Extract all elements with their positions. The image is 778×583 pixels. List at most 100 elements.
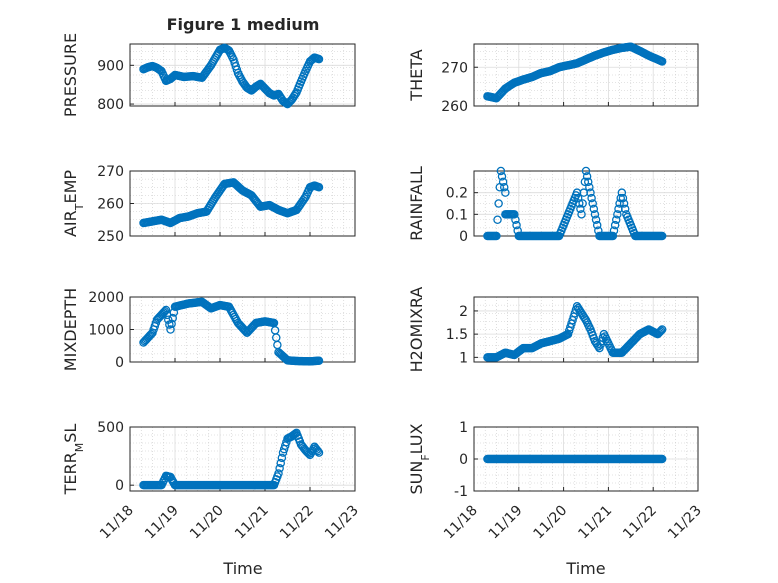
x-tick-label: 11/22 — [620, 503, 660, 543]
y-tick-label-air-temp: 270 — [97, 164, 124, 180]
data-point — [573, 193, 583, 203]
panel-rainfall: 0 0.1 0.2 RAINFALL — [407, 166, 699, 245]
data-point — [655, 327, 665, 337]
data-point — [314, 182, 324, 192]
data-point — [610, 220, 620, 230]
axes-frame-pressure — [129, 43, 356, 107]
y-axis-label-air-temp: AIRTEMP — [61, 170, 86, 237]
y-axis-label-theta: THETA — [407, 49, 426, 101]
y-axis-label-h2omixra: H2OMIXRA — [407, 287, 426, 373]
data-point — [275, 464, 284, 473]
data-point — [493, 215, 502, 224]
y-tick-label-h2omixra: 1.5 — [446, 327, 468, 343]
x-tick-label: 11/23 — [665, 503, 705, 543]
y-tick-label-terr-msl: 0 — [115, 478, 124, 494]
data-point — [582, 172, 592, 181]
data-point — [314, 356, 324, 365]
panel-h2omixra: 1 1.5 2 H2OMIXRA — [407, 287, 699, 373]
y-tick-label-mixdepth: 0 — [115, 355, 124, 371]
data-point — [589, 204, 599, 214]
x-tick-label: 11/21 — [232, 503, 272, 543]
data-point — [276, 458, 285, 468]
data-point — [168, 313, 177, 323]
y-tick-label-terr-msl: 500 — [97, 420, 124, 436]
data-point — [497, 172, 507, 181]
data-point — [583, 177, 593, 187]
data-point — [618, 193, 628, 203]
y-tick-label-h2omixra: 1 — [459, 350, 468, 366]
data-point — [291, 89, 300, 99]
data-point — [314, 54, 324, 64]
y-tick-label-rainfall: 0 — [459, 229, 468, 245]
figure-title: Figure 1 medium — [167, 15, 320, 34]
data-point — [147, 329, 156, 339]
series-sun-flux — [483, 454, 667, 464]
panel-air-temp: 250 260 270 AIRTEMP — [61, 164, 356, 245]
data-point — [578, 199, 587, 208]
x-tick-label: 11/19 — [142, 503, 182, 543]
data-point — [313, 446, 323, 456]
series-rainfall — [483, 166, 667, 241]
x-tick-label: 11/18 — [97, 503, 137, 543]
y-tick-label-theta: 270 — [441, 60, 468, 76]
data-point — [277, 453, 287, 463]
x-tick-label: 11/19 — [486, 503, 526, 543]
data-point — [494, 199, 503, 208]
data-point — [591, 215, 601, 224]
data-point — [608, 231, 618, 241]
data-point — [585, 182, 594, 192]
data-point — [300, 194, 309, 203]
axes-frame-terr-msl — [129, 426, 356, 492]
x-tick-label: 11/20 — [531, 503, 571, 543]
axes-frame-h2omixra — [473, 296, 699, 363]
data-point — [590, 210, 600, 219]
series-terr-msl — [139, 428, 324, 490]
data-point — [620, 204, 630, 214]
data-point — [657, 454, 667, 464]
y-tick-label-mixdepth: 1000 — [88, 323, 124, 339]
data-point — [576, 204, 585, 214]
panel-pressure: 800 900 PRESSURE — [61, 33, 356, 117]
panel-mixdepth: 0 1000 2000 MIXDEPTH — [61, 288, 356, 371]
panel-theta: 260 270 THETA — [407, 42, 699, 115]
y-tick-label-h2omixra: 2 — [459, 304, 468, 320]
data-point — [657, 231, 667, 241]
y-tick-label-rainfall: 0.1 — [446, 207, 468, 223]
y-tick-label-air-temp: 250 — [97, 229, 124, 245]
series-h2omixra — [483, 302, 667, 362]
axes-frame-rainfall — [473, 170, 699, 237]
data-point — [167, 319, 176, 329]
data-point — [617, 188, 627, 197]
x-tick-label: 11/23 — [322, 503, 362, 543]
data-point — [613, 210, 622, 219]
x-tick-label: 11/18 — [441, 503, 481, 543]
x-axis-label-right: Time — [565, 559, 605, 578]
series-pressure — [139, 43, 324, 109]
data-point — [587, 193, 596, 203]
x-tick-label: 11/21 — [575, 503, 615, 543]
data-point — [592, 220, 602, 230]
x-tick-label: 11/20 — [187, 503, 227, 543]
data-point — [498, 177, 508, 187]
data-point — [161, 305, 171, 315]
y-tick-label-theta: 260 — [441, 99, 468, 115]
data-point — [575, 199, 584, 208]
data-point — [586, 188, 595, 197]
data-point — [496, 166, 506, 176]
series-mixdepth — [139, 297, 324, 366]
data-point — [492, 231, 501, 241]
data-point — [581, 166, 591, 176]
y-axis-label-rainfall: RAINFALL — [407, 166, 426, 241]
panel-sun-flux: -1 0 1 11/18 11/19 11/20 11/21 11/22 11/23 SUNFLU… — [407, 420, 705, 542]
x-axis-label-left: Time — [222, 559, 262, 578]
data-point — [657, 57, 667, 66]
data-point — [303, 448, 312, 457]
data-point — [580, 177, 590, 187]
data-point — [166, 325, 175, 334]
y-tick-label-pressure: 900 — [97, 58, 124, 74]
data-point — [619, 199, 629, 208]
y-tick-label-air-temp: 260 — [97, 197, 124, 213]
data-point — [499, 182, 509, 192]
y-axis-label-pressure: PRESSURE — [61, 33, 80, 117]
